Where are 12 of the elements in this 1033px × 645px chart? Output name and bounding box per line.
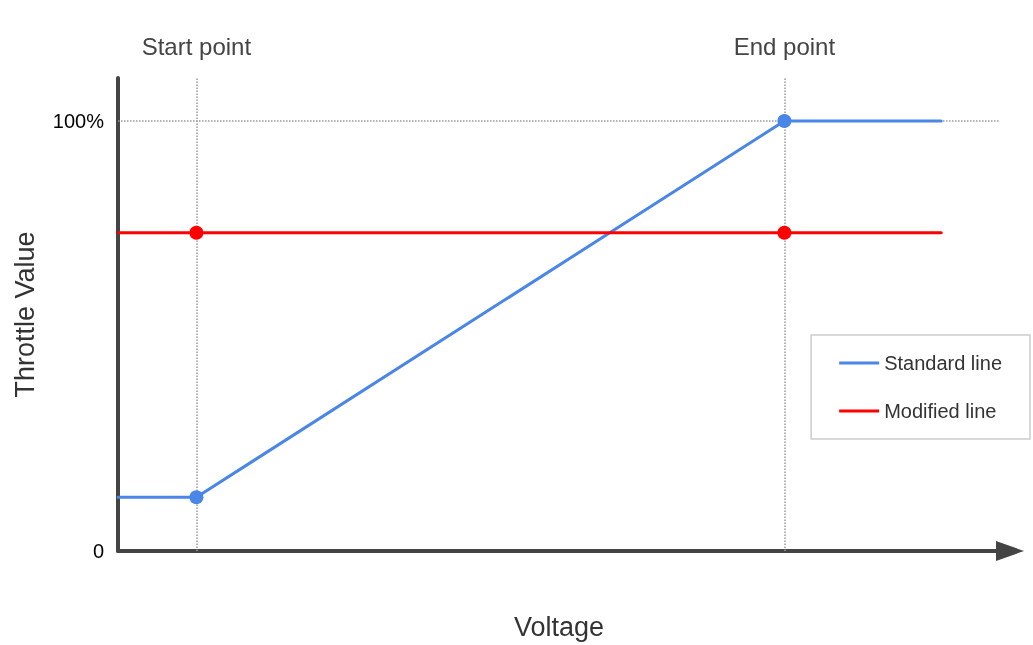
legend-label: Modified line (884, 400, 997, 422)
y-tick-label: 0 (92, 540, 104, 562)
y-axis-title: Throttle Value (9, 231, 40, 398)
point (777, 114, 792, 128)
y-tick-label: 100% (52, 110, 105, 132)
x-axis-title: Voltage (513, 611, 605, 642)
point (189, 490, 204, 505)
x-tick-label: Start point (141, 32, 252, 60)
point (189, 225, 204, 240)
legend-label: Standard line (884, 352, 1003, 374)
x-tick-label: End point (733, 32, 836, 60)
point (777, 225, 792, 240)
